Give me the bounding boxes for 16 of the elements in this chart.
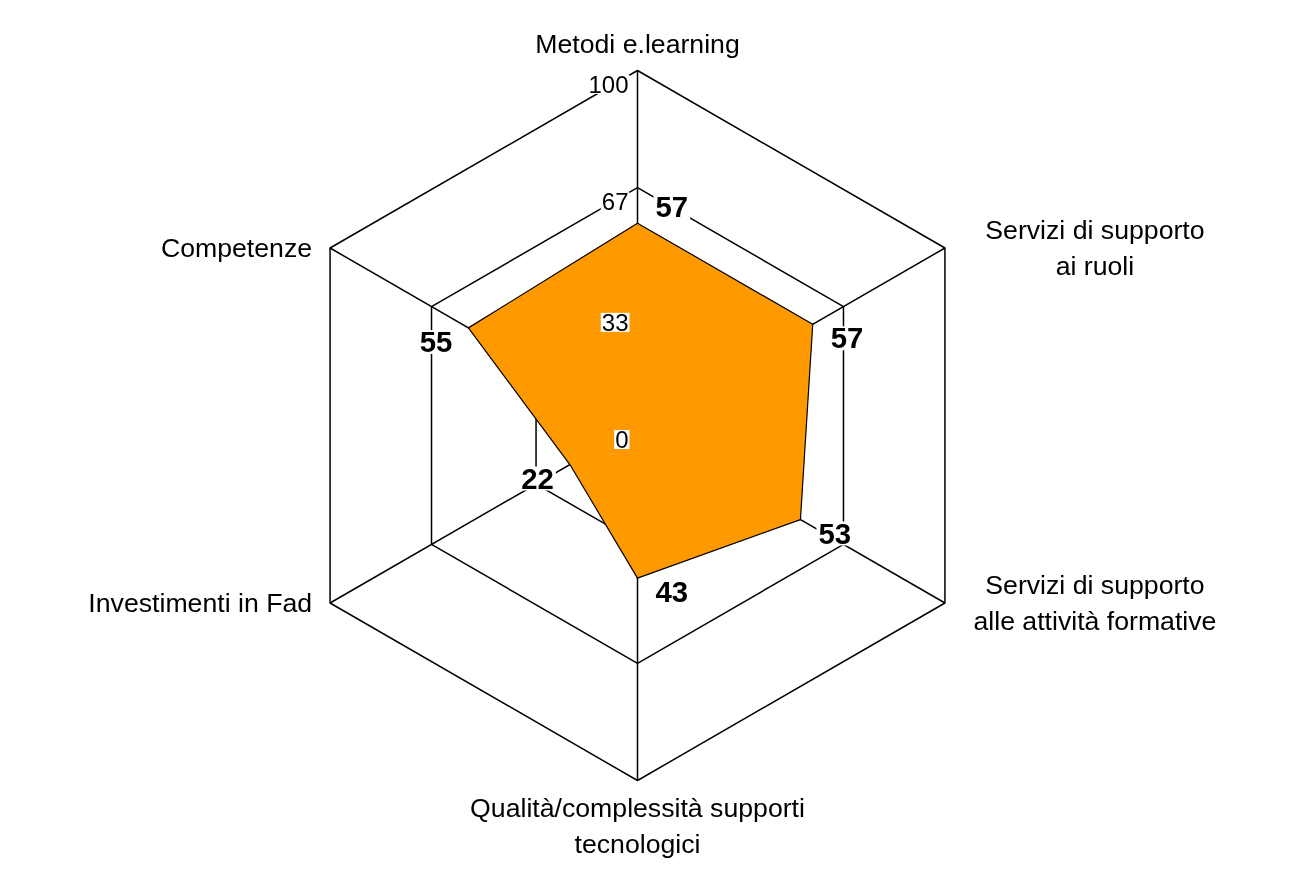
y-tick-label: 100 [588, 71, 629, 98]
spoke-label: Competenze [160, 233, 313, 263]
data-label: 53 [818, 516, 852, 550]
y-tick-label: 33 [601, 308, 629, 336]
data-label: 55 [419, 324, 453, 358]
spoke-label: Servizi di supporto ai ruoli [985, 215, 1205, 281]
spoke-label: Investimenti in Fad [88, 588, 313, 618]
y-tick-label: 67 [601, 188, 629, 216]
spoke-label: Qualità/complessità supporti tecnologici [470, 792, 805, 859]
y-tick-label: 0 [615, 426, 629, 453]
spoke-label: Servizi di supporto alle attività formative [973, 570, 1217, 636]
data-label: 57 [830, 321, 864, 355]
data-label: 57 [655, 190, 689, 224]
spoke-label: Metodi e.learning [535, 28, 740, 59]
data-label: 43 [655, 575, 689, 609]
data-label: 22 [521, 461, 554, 495]
